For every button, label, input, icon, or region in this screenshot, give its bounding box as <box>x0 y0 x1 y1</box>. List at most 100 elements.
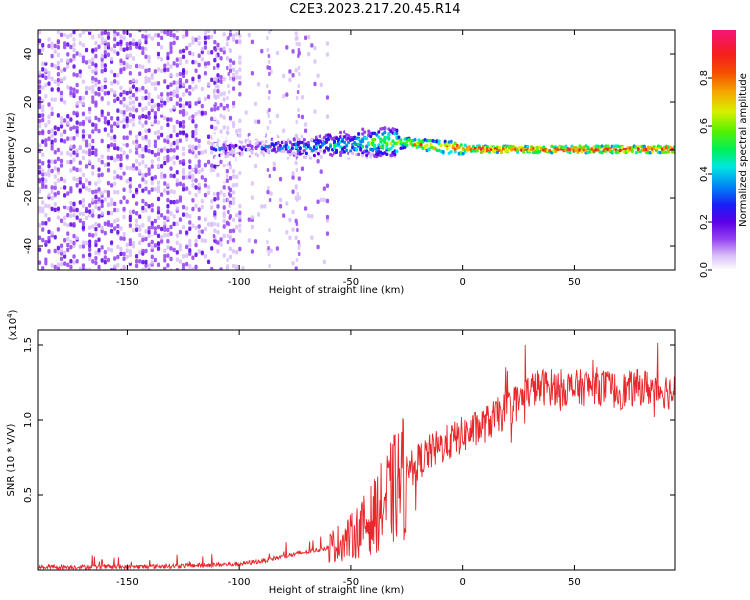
spectrogram-cell <box>310 103 314 108</box>
spectrogram-cell <box>125 248 129 254</box>
spectrogram-cell <box>175 111 179 117</box>
spectrogram-cell <box>542 145 546 149</box>
spectrogram-cell <box>50 133 54 139</box>
spectrogram-cell <box>84 85 89 91</box>
spectrogram-cell <box>227 84 230 88</box>
spectrogram-cell <box>150 36 154 41</box>
spectrogram-cell <box>91 34 95 40</box>
spectrogram-cell <box>91 79 95 84</box>
spectrogram-cell <box>125 154 129 159</box>
spectrogram-cell <box>181 175 186 180</box>
spectrogram-cell <box>197 189 201 194</box>
spectrogram-cell <box>172 104 176 110</box>
spectrogram-cell <box>228 175 233 181</box>
spectrogram-cell <box>181 130 186 135</box>
spectrogram-cell <box>56 113 60 118</box>
spectrogram-cell <box>487 150 491 154</box>
spectrogram-cell <box>235 259 239 264</box>
spectrogram-cell <box>333 139 337 144</box>
spectrogram-cell <box>295 258 299 262</box>
spectrogram-cell <box>203 149 208 154</box>
spectrogram-cell <box>100 263 104 269</box>
spectrogram-cell <box>103 45 107 50</box>
spectrogram-cell <box>302 137 306 142</box>
spectrogram-cell <box>91 122 95 127</box>
spectrogram-cell <box>212 36 216 40</box>
spectrogram-cell <box>56 245 60 251</box>
spectrogram-cell <box>156 201 161 207</box>
spectrogram-cell <box>44 142 48 147</box>
spectrogram-cell <box>169 224 173 230</box>
spectrogram-cell <box>147 204 151 209</box>
spectrogram-cell <box>267 270 270 274</box>
spectrogram-cell <box>153 257 157 263</box>
spectrogram-cell <box>44 221 48 226</box>
spectrogram-cell <box>166 55 170 61</box>
spectrogram-cell <box>267 186 270 190</box>
spectrogram-cell <box>163 262 167 268</box>
spectrogram-cell <box>109 256 114 262</box>
spectrogram-cell <box>78 58 82 64</box>
spectrogram-cell <box>272 138 276 142</box>
spectrogram-cell <box>276 140 280 145</box>
spectrogram-cell <box>78 218 82 223</box>
spectrogram-cell <box>222 218 226 224</box>
spectrogram-cell <box>227 72 231 76</box>
spectrogram-cell <box>150 230 154 236</box>
spectrogram-cell <box>135 79 139 84</box>
spectrogram-cell <box>147 171 151 176</box>
spectrogram-cell <box>319 197 323 202</box>
spectrogram-cell <box>119 34 123 39</box>
spectrogram-cell <box>610 149 614 154</box>
spectrogram-cell <box>41 117 45 123</box>
spectrogram-cell <box>125 254 129 260</box>
spectrogram-cell <box>172 183 176 189</box>
spectrogram-cell <box>471 144 475 149</box>
spectrogram-cell <box>94 100 98 105</box>
spectrogram-cell <box>135 263 139 269</box>
spectrogram-cell <box>141 85 145 91</box>
spectrogram-cell <box>103 197 107 202</box>
spectrogram-cell <box>295 120 298 124</box>
spectrogram-cell <box>160 226 164 232</box>
spectrogram-cell <box>138 39 142 44</box>
spectrogram-cell <box>122 70 126 76</box>
spectrogram-cell <box>81 197 86 203</box>
spectrogram-cell <box>181 247 186 252</box>
spectrogram-cell <box>97 214 101 219</box>
spectrogram-cell <box>59 183 64 188</box>
spectrogram-cell <box>238 210 242 216</box>
spectrogram-cell <box>75 235 79 241</box>
spectrogram-cell <box>181 73 186 79</box>
spectrogram-cell <box>122 195 126 200</box>
spectrogram-cell <box>206 30 211 33</box>
spectrogram-cell <box>225 56 229 61</box>
spectrogram-cell <box>156 151 161 157</box>
spectrogram-cell <box>63 129 67 134</box>
spectrogram-cell <box>103 244 107 250</box>
spectrogram-cell <box>81 119 86 125</box>
spectrogram-cell <box>81 79 86 84</box>
spectrogram-cell <box>94 70 98 76</box>
colorbar-tick-label: 0.4 <box>699 166 710 182</box>
spectrogram-cell <box>119 153 123 159</box>
spectrogram-cell <box>156 41 161 47</box>
spectrogram-cell <box>128 32 132 38</box>
spectrogram-cell <box>47 192 51 198</box>
spectrogram-cell <box>88 187 92 193</box>
spectrogram-cell <box>125 116 129 121</box>
spectrogram-cell <box>125 242 129 248</box>
spectrogram-cell <box>131 56 136 61</box>
spectrogram-cell <box>97 117 101 123</box>
spectrogram-cell <box>156 196 161 202</box>
spectrogram-cell <box>263 203 267 209</box>
spectrogram-cell <box>160 239 164 244</box>
spectrogram-cell <box>316 73 320 79</box>
y-tick-label: 20 <box>23 96 34 109</box>
spectrogram-cell <box>38 123 42 129</box>
spectrogram-cell <box>59 158 64 164</box>
spectrogram-cell <box>367 129 371 134</box>
spectrogram-cell <box>253 239 258 244</box>
spectrogram-cell <box>232 67 236 72</box>
spectrogram-cell <box>188 213 192 219</box>
